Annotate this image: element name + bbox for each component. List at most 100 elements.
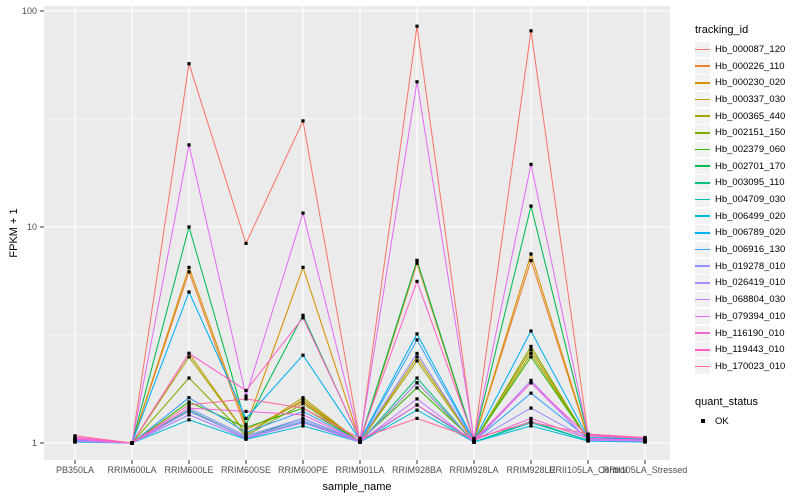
legend-item: Hb_002701_170 bbox=[695, 158, 799, 175]
legend-item: Hb_000365_440 bbox=[695, 108, 799, 125]
legend-item: Hb_068804_030 bbox=[695, 291, 799, 308]
legend-item-label: Hb_002151_150 bbox=[715, 127, 786, 139]
x-tick-label: RRIM928LE bbox=[506, 465, 555, 475]
legend-item: Hb_116190_010 bbox=[695, 325, 799, 342]
data-point bbox=[301, 396, 305, 400]
data-point bbox=[415, 332, 419, 336]
data-point bbox=[529, 252, 533, 256]
data-point bbox=[187, 270, 191, 274]
data-point bbox=[529, 329, 533, 333]
data-point bbox=[130, 441, 134, 445]
legend-item: Hb_119443_010 bbox=[695, 341, 799, 358]
legend-key-line-swatch bbox=[695, 358, 710, 374]
data-point bbox=[244, 428, 248, 432]
legend-item: Hb_000226_110 bbox=[695, 58, 799, 75]
x-tick-label: RRIM600LA bbox=[107, 465, 156, 475]
series-color-line bbox=[695, 65, 710, 67]
x-tick-label: RRIM600SE bbox=[221, 465, 271, 475]
legend-key-line-swatch bbox=[695, 58, 710, 74]
data-point bbox=[73, 439, 77, 443]
data-point bbox=[529, 391, 533, 395]
legend-key-line-swatch bbox=[695, 91, 710, 107]
series-color-line bbox=[695, 165, 710, 167]
legend-key-point-swatch bbox=[695, 414, 710, 429]
series-color-line bbox=[695, 298, 710, 301]
legend-item-label: Hb_079394_010 bbox=[715, 310, 786, 322]
data-point bbox=[244, 422, 248, 426]
data-point bbox=[244, 397, 248, 401]
x-tick-label: RRIM600LE bbox=[164, 465, 213, 475]
legend-quant-label: OK bbox=[715, 415, 729, 427]
legend-key-line-swatch bbox=[695, 242, 710, 258]
data-point bbox=[529, 344, 533, 348]
data-point bbox=[529, 258, 533, 263]
data-point bbox=[358, 439, 362, 443]
data-point bbox=[244, 430, 248, 434]
legend-key-line-swatch bbox=[695, 258, 710, 274]
data-point bbox=[187, 355, 191, 359]
data-point bbox=[301, 402, 305, 406]
data-point bbox=[301, 119, 305, 123]
legend-key-line-swatch bbox=[695, 158, 710, 174]
data-point bbox=[244, 394, 248, 398]
series-color-line bbox=[695, 332, 710, 334]
legend-item-label: Hb_000226_110 bbox=[715, 60, 785, 72]
series-color-line bbox=[695, 131, 710, 134]
data-point bbox=[187, 265, 191, 269]
data-point bbox=[301, 398, 305, 402]
data-point bbox=[415, 258, 419, 263]
legend-title-quant-status: quant_status bbox=[695, 395, 758, 408]
data-point bbox=[187, 225, 191, 229]
data-point bbox=[415, 80, 419, 84]
data-point bbox=[244, 416, 248, 420]
data-point bbox=[529, 424, 533, 428]
legend-key-line-swatch bbox=[695, 225, 710, 241]
data-point bbox=[415, 408, 419, 412]
data-point bbox=[301, 316, 305, 320]
legend-series-list: Hb_000087_120 Hb_000226_110 Hb_000230_020 H… bbox=[695, 41, 799, 375]
legend-item: Hb_026419_010 bbox=[695, 275, 799, 292]
data-point bbox=[187, 351, 191, 355]
data-point bbox=[301, 419, 305, 423]
data-point bbox=[586, 432, 590, 436]
data-point bbox=[187, 290, 191, 294]
data-point bbox=[187, 413, 191, 417]
data-point bbox=[415, 376, 419, 380]
data-point bbox=[73, 434, 77, 438]
data-point bbox=[472, 436, 476, 440]
legend-key-line-swatch bbox=[695, 292, 710, 308]
data-point bbox=[187, 409, 191, 413]
series-color-line bbox=[695, 248, 710, 251]
y-axis-title: FPKM + 1 bbox=[8, 208, 20, 258]
legend-item: Hb_002379_060 bbox=[695, 141, 799, 158]
legend-item: Hb_006789_020 bbox=[695, 225, 799, 242]
data-point bbox=[301, 400, 305, 404]
legend-key-line-swatch bbox=[695, 141, 710, 157]
data-point bbox=[301, 353, 305, 357]
legend-item-label: Hb_006499_020 bbox=[715, 210, 786, 222]
x-tick-label: RRIM901LA bbox=[335, 465, 384, 475]
data-point bbox=[187, 396, 191, 400]
series-color-line bbox=[695, 265, 710, 268]
data-point bbox=[244, 436, 248, 440]
legend-item-label: Hb_000365_440 bbox=[715, 110, 786, 122]
data-point bbox=[529, 378, 533, 382]
data-point bbox=[244, 434, 248, 438]
data-point bbox=[529, 204, 533, 208]
legend-item-label: Hb_119443_010 bbox=[715, 344, 785, 356]
data-point bbox=[301, 406, 305, 410]
data-point bbox=[244, 388, 248, 393]
data-point bbox=[529, 416, 533, 420]
legend-item-label: Hb_000087_120 bbox=[715, 43, 786, 55]
data-point bbox=[301, 265, 305, 269]
data-point bbox=[244, 425, 248, 430]
legend-key-line-swatch bbox=[695, 275, 710, 291]
series-color-line bbox=[695, 315, 710, 318]
x-tick-label: RRIM928LA bbox=[449, 465, 498, 475]
series-color-line bbox=[695, 182, 710, 184]
legend-item: Hb_019278_010 bbox=[695, 258, 799, 275]
quant-status-point bbox=[700, 419, 705, 424]
legend-item-label: Hb_000337_030 bbox=[715, 93, 786, 105]
data-point bbox=[415, 403, 419, 407]
